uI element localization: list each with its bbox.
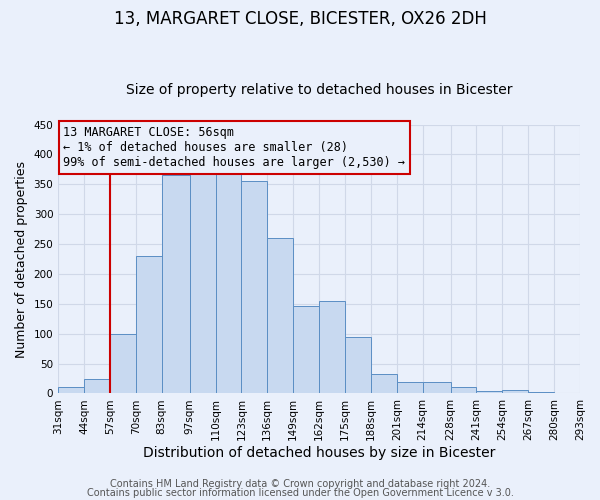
Bar — [58, 388, 84, 394]
Bar — [136, 256, 162, 394]
Bar — [162, 176, 190, 394]
Bar — [293, 306, 319, 394]
Bar — [319, 301, 345, 394]
Bar — [502, 390, 528, 394]
Y-axis label: Number of detached properties: Number of detached properties — [15, 160, 28, 358]
Bar — [215, 172, 241, 394]
Bar — [267, 238, 293, 394]
Bar — [397, 382, 422, 394]
Title: Size of property relative to detached houses in Bicester: Size of property relative to detached ho… — [126, 83, 512, 97]
Bar — [345, 336, 371, 394]
Bar — [190, 172, 215, 394]
X-axis label: Distribution of detached houses by size in Bicester: Distribution of detached houses by size … — [143, 446, 495, 460]
Bar — [451, 388, 476, 394]
Bar — [528, 392, 554, 394]
Bar — [476, 391, 502, 394]
Bar — [422, 382, 451, 394]
Bar — [241, 182, 267, 394]
Text: Contains HM Land Registry data © Crown copyright and database right 2024.: Contains HM Land Registry data © Crown c… — [110, 479, 490, 489]
Bar — [371, 374, 397, 394]
Text: 13, MARGARET CLOSE, BICESTER, OX26 2DH: 13, MARGARET CLOSE, BICESTER, OX26 2DH — [113, 10, 487, 28]
Text: Contains public sector information licensed under the Open Government Licence v : Contains public sector information licen… — [86, 488, 514, 498]
Bar — [84, 378, 110, 394]
Text: 13 MARGARET CLOSE: 56sqm
← 1% of detached houses are smaller (28)
99% of semi-de: 13 MARGARET CLOSE: 56sqm ← 1% of detache… — [64, 126, 406, 169]
Bar — [110, 334, 136, 394]
